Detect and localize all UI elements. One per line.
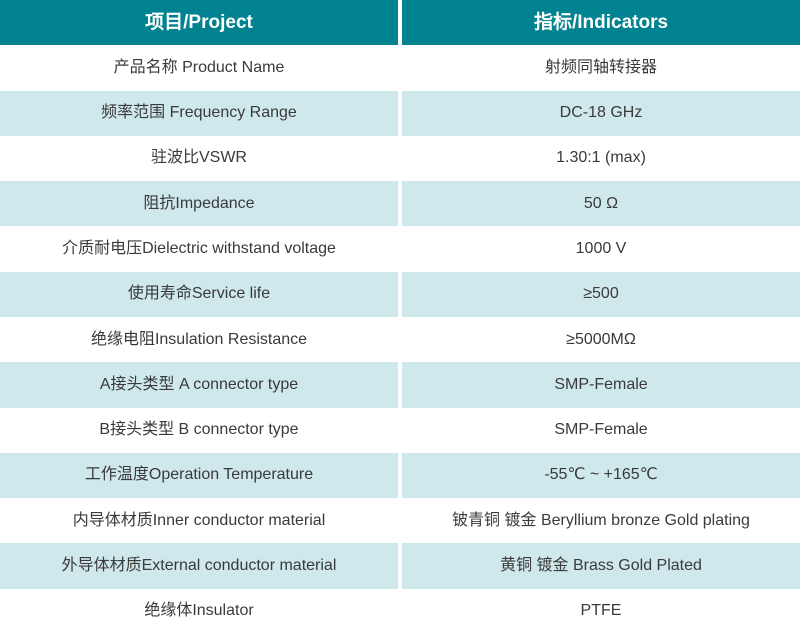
project-cell: B接头类型 B connector type [0,407,398,453]
table-row: 外导体材质External conductor material 黄铜 镀金 B… [0,543,800,589]
indicator-cell: -55℃ ~ +165℃ [402,452,800,499]
table-header-row: 项目/Project 指标/Indicators [0,0,800,46]
table-row: 频率范围 Frequency Range DC-18 GHz [0,90,800,136]
indicator-cell: 黄铜 镀金 Brass Gold Plated [402,543,800,589]
project-cell: 驻波比VSWR [0,135,398,182]
indicator-cell: 1000 V [402,226,800,272]
project-cell: 绝缘体Insulator [0,588,398,634]
table-row: 介质耐电压Dielectric withstand voltage 1000 V [0,226,800,272]
header-cell-project: 项目/Project [0,0,398,46]
table-row: 绝缘体Insulator PTFE [0,588,800,634]
indicator-cell: SMP-Female [402,362,800,408]
indicator-cell: 射频同轴转接器 [402,45,800,91]
indicator-cell: 50 Ω [402,181,800,227]
indicator-cell: DC-18 GHz [402,90,800,136]
table-row: 产品名称 Product Name 射频同轴转接器 [0,45,800,91]
indicator-cell: 1.30:1 (max) [402,135,800,182]
project-cell: A接头类型 A connector type [0,362,398,408]
project-cell: 工作温度Operation Temperature [0,452,398,499]
indicator-cell: SMP-Female [402,407,800,453]
header-cell-indicators: 指标/Indicators [402,0,800,46]
indicator-cell: PTFE [402,588,800,634]
project-cell: 外导体材质External conductor material [0,543,398,589]
project-cell: 内导体材质Inner conductor material [0,498,398,544]
project-cell: 介质耐电压Dielectric withstand voltage [0,226,398,272]
table-row: 驻波比VSWR 1.30:1 (max) [0,135,800,182]
project-cell: 使用寿命Service life [0,271,398,317]
table-row: 阻抗Impedance 50 Ω [0,181,800,227]
table-row: B接头类型 B connector type SMP-Female [0,407,800,453]
table-row: 使用寿命Service life ≥500 [0,271,800,317]
indicator-cell: ≥5000MΩ [402,316,800,363]
indicator-cell: ≥500 [402,271,800,317]
indicator-cell: 铍青铜 镀金 Beryllium bronze Gold plating [402,498,800,544]
table-row: A接头类型 A connector type SMP-Female [0,362,800,408]
table-row: 绝缘电阻Insulation Resistance ≥5000MΩ [0,316,800,363]
table-row: 内导体材质Inner conductor material 铍青铜 镀金 Ber… [0,498,800,544]
table-row: 工作温度Operation Temperature -55℃ ~ +165℃ [0,452,800,499]
project-cell: 绝缘电阻Insulation Resistance [0,316,398,363]
project-cell: 产品名称 Product Name [0,45,398,91]
project-cell: 频率范围 Frequency Range [0,90,398,136]
project-cell: 阻抗Impedance [0,181,398,227]
